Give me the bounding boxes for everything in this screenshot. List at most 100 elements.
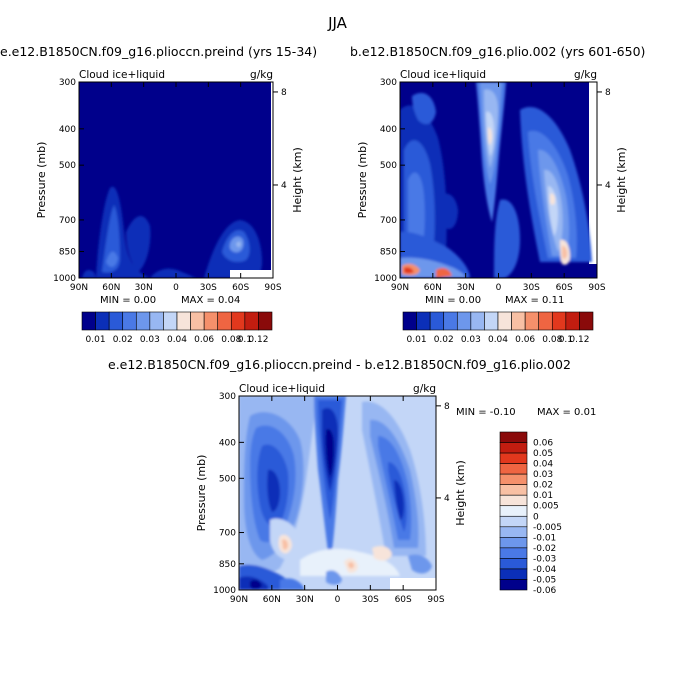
panel3-y-tick-label: 850 <box>219 560 236 570</box>
panel1-y2-axis-title: Height (km) <box>291 147 304 213</box>
panel3-y-tick-label: 400 <box>219 438 236 448</box>
panel2-x-tick-label: 90S <box>588 283 605 293</box>
colorbar3-label: -0.02 <box>533 544 556 554</box>
panel3-x-tick-label: 60S <box>395 595 412 605</box>
panel3-x-tick-label: 30S <box>362 595 379 605</box>
panel3-max: MAX = 0.01 <box>537 407 596 418</box>
panel3-min: MIN = -0.10 <box>456 407 516 418</box>
panel2-y-tick-label: 1000 <box>374 274 397 284</box>
panel2-y-axis-title: Pressure (mb) <box>356 142 369 219</box>
colorbar3-label: 0.01 <box>533 491 553 501</box>
colorbar1-label: 0.02 <box>113 335 133 345</box>
panel2-x-tick-label: 90N <box>391 283 409 293</box>
colorbar2-swatch <box>579 311 594 331</box>
colorbar3-swatch <box>499 463 528 475</box>
panel1-y-axis-title: Pressure (mb) <box>35 142 48 219</box>
colorbar1-swatch <box>258 311 273 331</box>
colorbar1-swatch <box>149 311 164 331</box>
colorbar3-swatch <box>499 442 528 454</box>
colorbar2-swatch <box>565 311 580 331</box>
colorbar2-label: 0.12 <box>569 335 589 345</box>
panel2-height-tick-label: 4 <box>605 181 611 191</box>
panel2-y2-axis-title: Height (km) <box>615 147 628 213</box>
panel1-y-tick-label: 850 <box>59 248 76 258</box>
colorbar3-label: 0.05 <box>533 449 553 459</box>
panel3-y-tick-label: 700 <box>219 529 236 539</box>
colorbar1-swatch <box>176 311 191 331</box>
panel3-field <box>239 396 436 590</box>
colorbar2-swatch <box>443 311 458 331</box>
colorbar3-swatch <box>499 558 528 570</box>
colorbar3-swatch <box>499 505 528 517</box>
colorbar3-swatch <box>499 431 528 443</box>
panel3-units-label: g/kg <box>413 383 436 395</box>
panel3-title: e.e12.B1850CN.f09_g16.plioccn.preind - b… <box>108 357 571 372</box>
colorbar2-label: 0.02 <box>434 335 454 345</box>
panel1-y-tick-label: 500 <box>59 161 76 171</box>
panel3-y-axis-title: Pressure (mb) <box>195 455 208 532</box>
colorbar2-swatch <box>402 311 417 331</box>
panel3-height-tick-label: 4 <box>444 494 450 504</box>
colorbar2-label: 0.03 <box>461 335 481 345</box>
panel1-units-label: g/kg <box>250 69 273 81</box>
panel2-x-tick-label: 30S <box>523 283 540 293</box>
colorbar2-swatch <box>429 311 445 331</box>
panel2-y-tick-label: 500 <box>380 161 397 171</box>
panel3-height-tick-label: 8 <box>444 402 450 412</box>
panel3-y-tick-label: 500 <box>219 474 236 484</box>
panel2-y-tick-label: 700 <box>380 216 397 226</box>
colorbar2-swatch <box>416 311 431 331</box>
colorbar2-swatch <box>456 311 472 331</box>
colorbar3-swatch <box>499 484 528 496</box>
colorbar1-label: 0.04 <box>167 335 187 345</box>
panel1-variable-label: Cloud ice+liquid <box>79 69 165 81</box>
colorbar3-label: 0.005 <box>533 502 559 512</box>
colorbar3-swatch <box>499 579 528 591</box>
panel1-title: e.e12.B1850CN.f09_g16.plioccn.preind (yr… <box>0 44 318 59</box>
colorbar3-swatch <box>499 452 528 464</box>
panel1-height-tick-label: 8 <box>281 88 287 98</box>
colorbar1-swatch <box>230 311 246 331</box>
colorbar3-label: -0.05 <box>533 575 556 585</box>
colorbar2-label: 0.01 <box>407 335 427 345</box>
colorbar3-label: -0.005 <box>533 523 562 533</box>
colorbar3-swatch <box>499 494 528 507</box>
panel2-x-tick-label: 60N <box>424 283 442 293</box>
colorbar3-label: 0.02 <box>533 481 553 491</box>
colorbar2-label: 0.1 <box>559 335 573 345</box>
colorbar1-swatch <box>190 311 205 331</box>
panel1-height-tick-label: 4 <box>281 181 287 191</box>
colorbar2-label: 0.06 <box>515 335 535 345</box>
axes-overlay: 90N 60N 30N 0 30S 60S 90S 300 400 500 700 850 1000 8 4… <box>35 69 628 605</box>
panel2-y-tick-label: 400 <box>380 125 397 135</box>
panel2-field <box>400 82 597 278</box>
colorbar2-label: 0.04 <box>488 335 508 345</box>
colorbar3-swatch <box>499 547 528 559</box>
panel2-y-tick-label: 300 <box>380 78 397 88</box>
colorbar1-swatch <box>122 311 137 331</box>
panel1-x-tick-label: 30N <box>135 283 153 293</box>
colorbar3-label: -0.01 <box>533 533 556 543</box>
panel3-variable-label: Cloud ice+liquid <box>239 383 325 395</box>
colorbar1-label: 0.03 <box>140 335 160 345</box>
colorbar1-swatch <box>163 311 178 331</box>
colorbar2-swatch <box>551 311 567 331</box>
panel3-x-tick-label: 60N <box>263 595 281 605</box>
panel2-max: MAX = 0.11 <box>505 295 564 306</box>
panel2-y-tick-label: 850 <box>380 248 397 258</box>
colorbar1-swatch <box>217 311 232 331</box>
panel2-title: b.e12.B1850CN.f09_g16.plio.002 (yrs 601-… <box>350 44 646 59</box>
colorbar3-swatch <box>499 526 528 538</box>
panel3-y-tick-label: 300 <box>219 392 236 402</box>
colorbar2-label: 0.08 <box>542 335 562 345</box>
colorbar1-label: 0.06 <box>194 335 214 345</box>
panel2-height-tick-label: 8 <box>605 88 611 98</box>
colorbar1-label: 0.01 <box>86 335 106 345</box>
panel1-x-tick-label: 30S <box>200 283 217 293</box>
colorbar3-label: 0.03 <box>533 470 553 480</box>
colorbar1-swatch <box>81 311 96 331</box>
panel2-x-tick-label: 0 <box>496 283 502 293</box>
panel1-y-tick-label: 1000 <box>53 274 76 284</box>
panel3-x-tick-label: 90S <box>427 595 444 605</box>
